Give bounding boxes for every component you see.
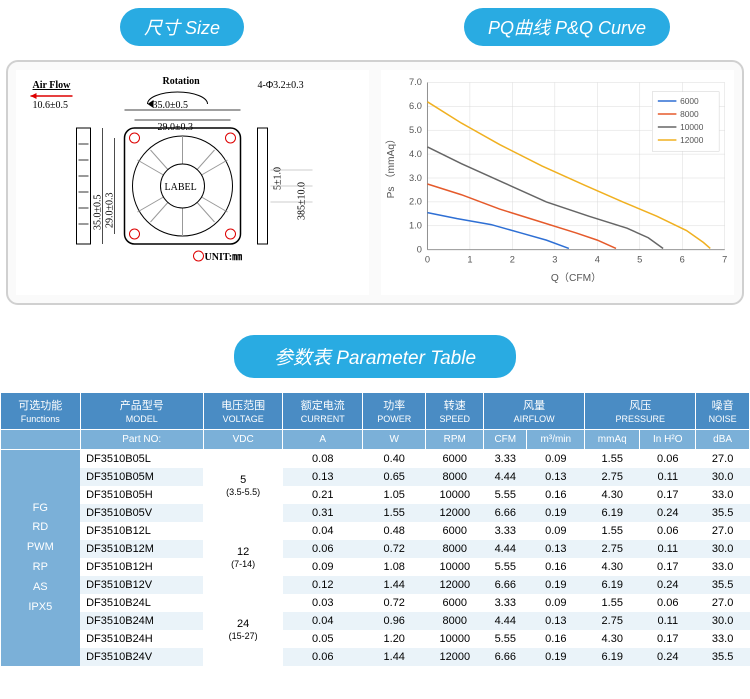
col-subheader: Part NO: — [80, 430, 203, 450]
col-header: 噪音NOISE — [696, 393, 750, 430]
svg-text:10.6±0.5: 10.6±0.5 — [33, 100, 69, 111]
table-row: DF3510B24M0.040.9680004.440.132.750.1130… — [1, 612, 750, 630]
voltage-cell: 5(3.5-5.5) — [203, 450, 283, 523]
svg-text:2: 2 — [510, 255, 515, 265]
svg-text:4.0: 4.0 — [409, 149, 422, 159]
param-section-title: 参数表 Parameter Table — [0, 335, 750, 378]
svg-text:3: 3 — [552, 255, 557, 265]
svg-text:385±10.0: 385±10.0 — [297, 182, 308, 220]
svg-text:6000: 6000 — [680, 96, 699, 106]
col-header: 转速SPEED — [426, 393, 484, 430]
table-row: DF3510B12H0.091.08100005.550.164.300.173… — [1, 558, 750, 576]
top-headers: 尺寸 Size PQ曲线 P&Q Curve — [0, 0, 750, 54]
svg-text:10000: 10000 — [680, 122, 704, 132]
svg-text:5±1.0: 5±1.0 — [273, 167, 284, 190]
col-header: 功率POWER — [363, 393, 426, 430]
svg-text:5: 5 — [637, 255, 642, 265]
functions-cell: FGRDPWMRPASIPX5 — [1, 450, 81, 667]
col-subheader: CFM — [484, 430, 527, 450]
col-header: 风量AIRFLOW — [484, 393, 585, 430]
col-subheader: dBA — [696, 430, 750, 450]
svg-text:UNIT:㎜: UNIT:㎜ — [205, 252, 243, 263]
svg-text:Q（CFM）: Q（CFM） — [551, 272, 601, 284]
col-subheader: In H²O — [640, 430, 696, 450]
col-header: 风压PRESSURE — [585, 393, 696, 430]
col-header: 产品型号MODEL — [80, 393, 203, 430]
col-subheader: A — [283, 430, 363, 450]
svg-text:0: 0 — [425, 255, 430, 265]
svg-text:LABEL: LABEL — [165, 182, 197, 193]
svg-text:35.0±0.5: 35.0±0.5 — [153, 100, 189, 111]
svg-text:2.0: 2.0 — [409, 197, 422, 207]
airflow-label: Air Flow — [33, 80, 72, 91]
svg-text:1.0: 1.0 — [409, 221, 422, 231]
voltage-cell: 24(15-27) — [203, 594, 283, 666]
svg-text:1: 1 — [467, 255, 472, 265]
svg-text:35.0±0.5: 35.0±0.5 — [93, 195, 104, 231]
col-subheader: VDC — [203, 430, 283, 450]
table-row: DF3510B24H0.051.20100005.550.164.300.173… — [1, 630, 750, 648]
table-row: DF3510B12M0.060.7280004.440.132.750.1130… — [1, 540, 750, 558]
svg-text:8000: 8000 — [680, 109, 699, 119]
svg-text:5.0: 5.0 — [409, 125, 422, 135]
table-row: DF3510B24V0.061.44120006.660.196.190.243… — [1, 648, 750, 666]
table-row: DF3510B24L24(15-27)0.030.7260003.330.091… — [1, 594, 750, 612]
svg-text:6: 6 — [680, 255, 685, 265]
svg-text:7: 7 — [722, 255, 727, 265]
svg-text:Rotation: Rotation — [163, 76, 201, 87]
voltage-cell: 12(7-14) — [203, 522, 283, 594]
table-row: DF3510B05V0.311.55120006.660.196.190.243… — [1, 504, 750, 522]
svg-text:7.0: 7.0 — [409, 77, 422, 87]
pq-chart: 0 1 2 3 4 5 6 7 0 1.0 2.0 3.0 4.0 5.0 6.0 7.0 6000 8000 10… — [381, 70, 734, 295]
col-header: 额定电流CURRENT — [283, 393, 363, 430]
col-subheader: mmAq — [585, 430, 640, 450]
top-panel: Air Flow 10.6±0.5 Rotation 4-Φ3.2±0.3 35… — [6, 60, 744, 305]
table-row: DF3510B05M0.130.6580004.440.132.750.1130… — [1, 468, 750, 486]
svg-text:3.0: 3.0 — [409, 173, 422, 183]
size-header: 尺寸 Size — [120, 8, 244, 46]
table-row: FGRDPWMRPASIPX5DF3510B05L5(3.5-5.5)0.080… — [1, 450, 750, 469]
table-row: DF3510B05H0.211.05100005.550.164.300.173… — [1, 486, 750, 504]
svg-text:Ps （mmAq）: Ps （mmAq） — [385, 134, 397, 199]
svg-text:4-Φ3.2±0.3: 4-Φ3.2±0.3 — [258, 80, 304, 91]
pq-header: PQ曲线 P&Q Curve — [464, 8, 670, 46]
svg-text:6.0: 6.0 — [409, 101, 422, 111]
svg-text:4: 4 — [595, 255, 600, 265]
svg-text:12000: 12000 — [680, 135, 704, 145]
parameter-table: 可选功能Functions产品型号MODEL电压范围VOLTAGE额定电流CUR… — [0, 392, 750, 666]
svg-text:29.0±0.3: 29.0±0.3 — [105, 193, 116, 229]
table-row: DF3510B12V0.121.44120006.660.196.190.243… — [1, 576, 750, 594]
col-subheader: W — [363, 430, 426, 450]
size-diagram: Air Flow 10.6±0.5 Rotation 4-Φ3.2±0.3 35… — [16, 70, 369, 295]
col-header: 电压范围VOLTAGE — [203, 393, 283, 430]
col-subheader: m³/min — [527, 430, 585, 450]
table-row: DF3510B12L12(7-14)0.040.4860003.330.091.… — [1, 522, 750, 540]
col-header: 可选功能Functions — [1, 393, 81, 430]
col-subheader: RPM — [426, 430, 484, 450]
svg-text:0: 0 — [417, 244, 422, 254]
